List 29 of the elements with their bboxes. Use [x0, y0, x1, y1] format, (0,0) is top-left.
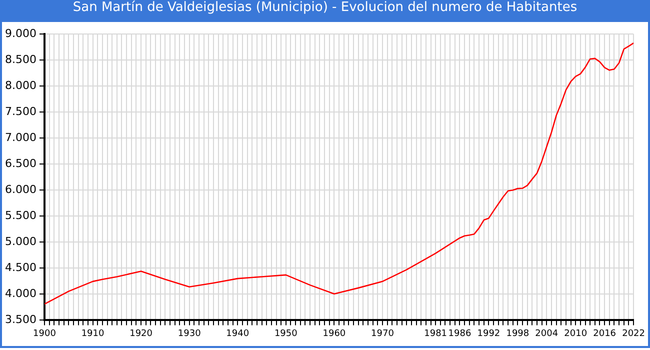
x-tick-label: 1992: [477, 328, 500, 339]
y-tick-label: 6.500: [4, 156, 36, 170]
y-tick-label: 4.000: [4, 287, 36, 300]
y-tick-label: 7.000: [4, 130, 36, 144]
x-tick-label: 1970: [371, 328, 394, 339]
x-tick-label: 1940: [226, 328, 250, 339]
y-tick-label: 5.000: [4, 235, 36, 248]
x-tick-label: 2004: [535, 328, 558, 339]
x-tick-label: 1910: [81, 328, 104, 339]
x-tick-label: 1986: [448, 328, 472, 339]
x-tick-label: 1930: [178, 328, 202, 339]
x-tick-label: 1981: [424, 328, 448, 339]
y-tick-label: 3.500: [4, 313, 36, 326]
y-tick-label: 8.500: [4, 52, 36, 66]
x-tick-label: 2010: [564, 328, 588, 339]
y-tick-label: 4.500: [4, 261, 36, 274]
x-tick-label: 1920: [130, 328, 153, 339]
x-tick-label: 1950: [274, 328, 298, 339]
y-tick-label: 8.000: [4, 78, 36, 92]
chart-title: San Martín de Valdeiglesias (Municipio) - Evolucion del numero de Habitantes: [2, 0, 648, 22]
x-tick-label: 2016: [593, 328, 616, 339]
x-tick-label: 1960: [322, 328, 346, 339]
y-tick-label: 5.500: [4, 208, 36, 222]
y-tick-label: 7.500: [4, 104, 36, 118]
y-tick-label: 6.000: [4, 182, 36, 196]
x-tick-label: 1900: [33, 328, 56, 339]
x-tick-label: 2022: [622, 328, 645, 339]
y-tick-label: 9.000: [4, 26, 36, 40]
x-tick-label: 1998: [506, 328, 530, 339]
